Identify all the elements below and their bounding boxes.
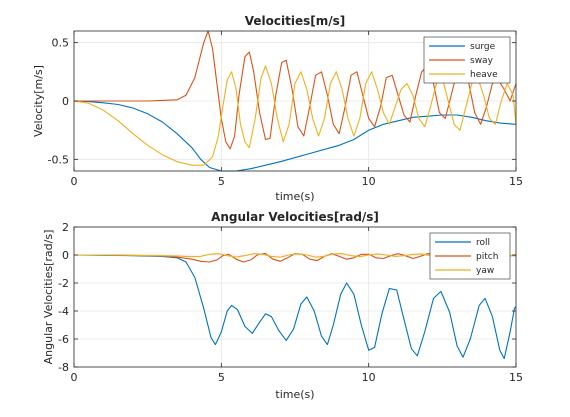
velocities-y-tick-label: 0 bbox=[62, 95, 69, 108]
velocities-legend-entry-heave: heave bbox=[429, 70, 498, 80]
angular-y-tick-label: -6 bbox=[58, 333, 69, 346]
angular-y-tick-label: 2 bbox=[62, 221, 69, 234]
pitch-legend-label: pitch bbox=[476, 252, 498, 262]
angular-x-ticks: 0 5 10 15 bbox=[71, 227, 523, 384]
angular-x-tick-label: 10 bbox=[362, 371, 376, 384]
velocities-legend-box bbox=[423, 36, 511, 84]
angular-y-label: Angular Velocities[rad/s] bbox=[42, 230, 55, 365]
angular-y-tick-label: -4 bbox=[58, 305, 69, 318]
velocities-legend: surge sway heave bbox=[423, 36, 511, 84]
velocities-x-ticks: 0 5 10 15 bbox=[71, 31, 523, 188]
angular-y-ticks: -8 -6 -4 -2 0 2 bbox=[58, 221, 516, 374]
angular-y-tick-label: -8 bbox=[58, 361, 69, 374]
angular-axes-box bbox=[73, 226, 517, 368]
angular-legend-entry-yaw: yaw bbox=[435, 266, 494, 276]
sway-series-line bbox=[74, 30, 517, 150]
velocities-y-tick-label: -0.5 bbox=[48, 153, 69, 166]
velocities-x-tick-label: 0 bbox=[71, 175, 78, 188]
velocities-x-tick-label: 15 bbox=[509, 175, 523, 188]
heave-legend-label: heave bbox=[470, 70, 498, 80]
velocities-y-label: Velocity[m/s] bbox=[32, 65, 45, 137]
velocities-x-label: time(s) bbox=[275, 190, 314, 203]
surge-series-line bbox=[73, 100, 517, 172]
velocities-legend-entry-surge: surge bbox=[429, 42, 496, 52]
roll-legend-label: roll bbox=[476, 238, 490, 248]
angular-y-tick-label: 0 bbox=[62, 249, 69, 262]
angular-x-label: time(s) bbox=[275, 388, 314, 401]
angular-velocities-chart: 0 5 10 15 -8 -6 -4 -2 0 2 Angular Velocities[rad… bbox=[42, 210, 523, 401]
roll-series-line bbox=[73, 254, 517, 360]
angular-x-tick-label: 0 bbox=[71, 371, 78, 384]
sway-legend-label: sway bbox=[470, 56, 494, 66]
surge-legend-label: surge bbox=[470, 42, 496, 52]
angular-legend-entry-roll: roll bbox=[435, 238, 490, 248]
velocities-legend-entry-sway: sway bbox=[429, 56, 494, 66]
angular-y-tick-label: -2 bbox=[58, 277, 69, 290]
heave-series-line bbox=[73, 65, 517, 166]
velocities-y-tick-label: 0.5 bbox=[52, 37, 70, 50]
velocities-x-tick-label: 5 bbox=[218, 175, 225, 188]
velocities-y-ticks: -0.5 0 0.5 bbox=[48, 37, 516, 166]
velocities-title: Velocities[m/s] bbox=[245, 14, 345, 28]
angular-x-tick-label: 15 bbox=[509, 371, 523, 384]
velocities-x-tick-label: 10 bbox=[362, 175, 376, 188]
yaw-legend-label: yaw bbox=[476, 266, 494, 276]
velocities-series bbox=[73, 30, 517, 172]
velocities-chart: 0 5 10 15 -0.500.5 Velocities[m/s] time(s) … bbox=[32, 14, 523, 203]
angular-x-tick-label: 5 bbox=[218, 371, 225, 384]
angular-legend-entry-pitch: pitch bbox=[435, 252, 498, 262]
angular-legend: roll pitch yaw bbox=[429, 232, 511, 280]
angular-title: Angular Velocities[rad/s] bbox=[211, 210, 379, 224]
